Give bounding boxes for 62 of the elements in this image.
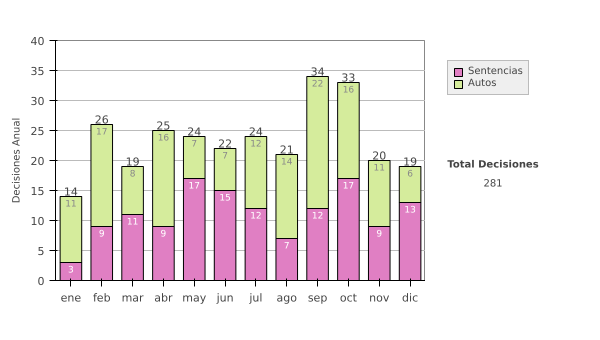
y-tick-label: 0 [38, 275, 44, 288]
total-label: 19 [403, 156, 418, 168]
data-label: 11 [374, 164, 385, 174]
legend-label: Autos [468, 78, 496, 89]
total-label: 25 [156, 120, 170, 132]
y-tick-label: 40 [30, 35, 45, 48]
data-label: 17 [96, 128, 108, 138]
data-label: 9 [160, 230, 167, 240]
data-label: 11 [65, 200, 77, 210]
y-tick-label: 25 [30, 125, 45, 138]
x-tick-label: abr [154, 292, 174, 304]
data-label: 6 [407, 170, 414, 180]
data-label: 12 [312, 212, 324, 222]
total-label: 33 [341, 72, 356, 84]
y-tick-label: 30 [30, 95, 45, 108]
total-label: 14 [64, 186, 78, 198]
data-label: 12 [250, 140, 262, 150]
y-tick-label: 20 [30, 155, 45, 168]
data-label: 7 [191, 140, 198, 150]
data-label: 3 [68, 266, 74, 276]
total-label: 21 [280, 144, 294, 156]
data-label: 8 [130, 170, 136, 180]
x-tick-label: jun [216, 292, 234, 304]
data-label: 9 [376, 230, 382, 240]
x-tick-label: dic [402, 292, 418, 304]
y-tick-label: 5 [38, 245, 44, 258]
text: Total Decisiones [447, 159, 539, 170]
data-label: 17 [342, 182, 354, 192]
total-label: 24 [187, 126, 202, 138]
data-label: 11 [126, 218, 138, 228]
total-label: 34 [310, 66, 325, 78]
x-tick-label: nov [369, 292, 390, 304]
x-tick-label: feb [92, 292, 111, 304]
y-tick-label: 15 [30, 185, 45, 198]
data-label: 14 [281, 158, 293, 168]
y-tick-label: 10 [30, 215, 45, 228]
data-label: 16 [158, 134, 170, 144]
data-label: 16 [342, 86, 354, 96]
x-tick-label: may [182, 292, 207, 304]
x-tick-label: ago [276, 292, 298, 304]
text: 281 [483, 178, 503, 190]
data-label: 12 [250, 212, 262, 222]
legend-label: Sentencias [468, 66, 523, 77]
data-label: 7 [284, 242, 290, 252]
data-label: 17 [188, 182, 200, 192]
total-label: 24 [248, 126, 263, 138]
x-tick-label: sep [308, 292, 328, 304]
x-tick-label: jul [248, 292, 262, 304]
total-label: 26 [94, 114, 109, 126]
y-tick-label: 35 [30, 65, 45, 78]
x-tick-label: ene [60, 292, 82, 304]
data-label: 9 [98, 230, 105, 240]
total-label: 22 [218, 138, 232, 150]
x-tick-label: mar [122, 292, 144, 304]
x-tick-label: oct [340, 292, 358, 304]
data-label: 7 [222, 152, 228, 162]
total-label: 19 [126, 156, 140, 168]
total-label: 20 [372, 150, 386, 162]
y-axis-title: Decisiones Anual [12, 118, 23, 204]
data-label: 22 [312, 80, 324, 90]
data-label: 13 [404, 206, 416, 216]
data-label: 15 [219, 194, 231, 204]
